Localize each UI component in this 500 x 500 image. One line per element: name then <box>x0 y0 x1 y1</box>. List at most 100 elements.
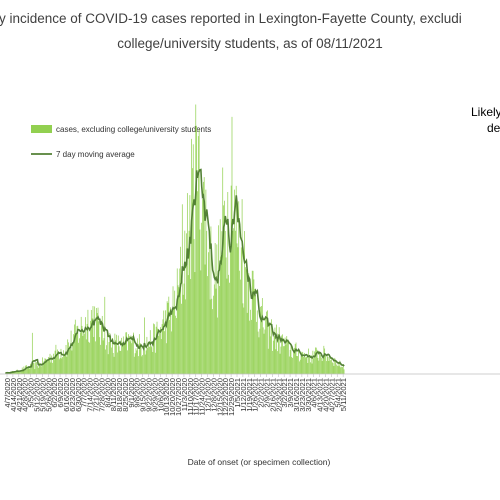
daily-case-bar <box>320 357 322 374</box>
x-tick-label: 1/26/2021 <box>251 378 260 412</box>
x-tick-label: 8/4/2020 <box>103 378 112 408</box>
daily-case-bar <box>202 199 203 374</box>
daily-case-bar <box>274 327 276 374</box>
daily-case-bar <box>204 264 206 374</box>
daily-case-bar <box>97 307 99 374</box>
daily-case-bar <box>250 309 251 374</box>
daily-case-bar <box>84 333 85 374</box>
daily-case-bar <box>133 332 134 374</box>
x-tick-label: 12/29/2020 <box>227 378 236 416</box>
daily-case-bar <box>299 361 300 374</box>
daily-case-bar <box>68 342 69 374</box>
daily-case-bar <box>251 319 252 374</box>
x-tick-label: 6/16/2020 <box>62 378 71 412</box>
daily-case-bar <box>256 310 258 374</box>
daily-case-bar <box>74 319 76 374</box>
daily-case-bar <box>33 362 35 374</box>
daily-case-bar <box>261 306 262 374</box>
daily-case-bar <box>331 356 332 374</box>
daily-case-bar <box>195 104 197 374</box>
daily-case-bar <box>170 331 172 374</box>
daily-case-bar <box>256 321 257 374</box>
daily-case-bar <box>203 177 205 374</box>
daily-case-bar <box>122 336 124 374</box>
daily-case-bar <box>102 340 104 374</box>
daily-case-bar <box>53 353 54 374</box>
x-tick-label: 3/2/2021 <box>280 378 289 408</box>
daily-case-bar <box>249 320 251 374</box>
daily-case-bar <box>258 337 260 374</box>
daily-case-bar <box>168 296 170 374</box>
daily-case-bar <box>295 342 297 374</box>
daily-case-bar <box>306 357 308 374</box>
daily-case-bar <box>190 278 192 374</box>
daily-case-bar <box>229 282 230 374</box>
daily-case-bar <box>122 342 123 374</box>
daily-case-bar <box>265 317 267 374</box>
daily-case-bar <box>93 336 95 374</box>
daily-case-bar <box>314 351 315 374</box>
daily-case-bar <box>19 371 21 374</box>
daily-case-bar <box>151 347 153 374</box>
daily-case-bar <box>62 357 64 374</box>
daily-case-bar <box>63 354 65 374</box>
daily-case-bar <box>322 357 324 374</box>
daily-case-bar <box>315 347 316 374</box>
daily-case-bar <box>240 247 242 374</box>
daily-case-bar <box>117 352 118 374</box>
x-tick-label: 4/14/2020 <box>9 378 18 412</box>
daily-case-bar <box>31 367 32 374</box>
x-tick-label: 9/29/2020 <box>150 378 159 412</box>
daily-case-bar <box>170 307 171 374</box>
daily-case-bar <box>135 348 137 374</box>
daily-case-bar <box>277 333 279 374</box>
x-tick-label: 5/19/2020 <box>38 378 47 412</box>
daily-case-bar <box>196 125 197 374</box>
x-tick-label: 2/23/2021 <box>274 378 283 412</box>
daily-case-bar <box>318 360 320 374</box>
x-tick-label: 4/28/2020 <box>21 378 30 412</box>
daily-case-bar <box>96 313 98 374</box>
daily-case-bar <box>177 285 179 374</box>
daily-case-bar <box>165 310 166 374</box>
daily-case-bar <box>269 323 271 374</box>
daily-case-bar <box>244 231 245 374</box>
daily-case-bar <box>142 355 144 374</box>
daily-case-bar <box>328 360 330 374</box>
daily-case-bar <box>304 352 305 374</box>
daily-case-bar <box>239 270 240 374</box>
daily-case-bar <box>343 369 345 374</box>
annotation-line-1: Likely <box>471 105 500 119</box>
x-tick-label: 1/5/2021 <box>233 378 242 408</box>
daily-case-bar <box>44 358 46 374</box>
daily-case-bar <box>223 205 224 374</box>
chart-title-line-1: ly incidence of COVID-19 cases reported … <box>0 11 462 26</box>
x-tick-label: 7/7/2020 <box>80 378 89 408</box>
daily-case-bar <box>166 301 168 374</box>
daily-case-bar <box>72 342 74 374</box>
daily-case-bar <box>298 349 299 374</box>
daily-case-bar <box>74 324 75 374</box>
daily-case-bar <box>290 345 292 374</box>
daily-case-bar <box>300 354 302 374</box>
daily-case-bar <box>46 359 47 374</box>
daily-case-bar <box>225 257 227 374</box>
x-tick-label: 10/20/2020 <box>168 378 177 416</box>
daily-case-bar <box>130 335 132 374</box>
daily-case-bar <box>304 357 306 374</box>
daily-case-bar <box>138 356 139 374</box>
daily-case-bar <box>145 350 147 374</box>
daily-case-bar <box>137 338 138 374</box>
daily-case-bar <box>95 307 97 374</box>
daily-case-bar <box>76 326 78 374</box>
daily-case-bar <box>338 366 340 374</box>
daily-case-bar <box>294 344 296 374</box>
daily-case-bar <box>49 353 51 374</box>
x-tick-label: 7/21/2020 <box>91 378 100 412</box>
daily-case-bar <box>288 339 289 374</box>
x-tick-label: 3/30/2021 <box>304 378 313 412</box>
daily-case-bar <box>92 306 94 374</box>
daily-case-bar <box>309 355 310 374</box>
daily-case-bar <box>215 288 217 374</box>
daily-case-bar <box>208 252 209 374</box>
